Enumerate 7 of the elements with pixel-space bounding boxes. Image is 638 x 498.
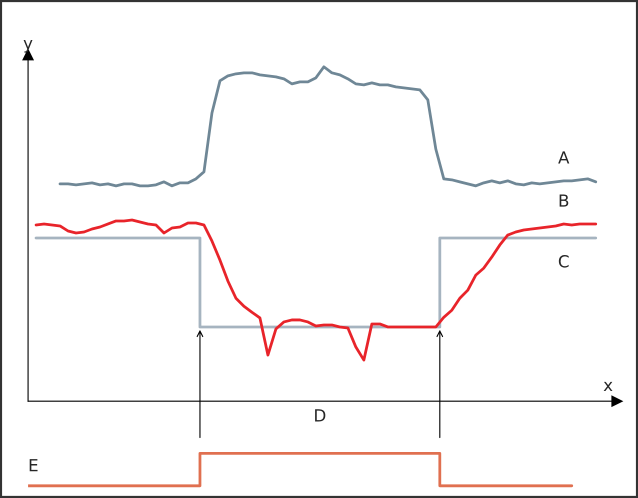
y-axis-title: y — [24, 40, 32, 53]
annotation: D — [315, 409, 326, 422]
series-label: B — [560, 194, 568, 207]
x-axis-title: x — [604, 382, 612, 392]
series-label: E — [30, 459, 38, 472]
series-label: A — [558, 151, 570, 164]
series-label: C — [558, 254, 569, 268]
